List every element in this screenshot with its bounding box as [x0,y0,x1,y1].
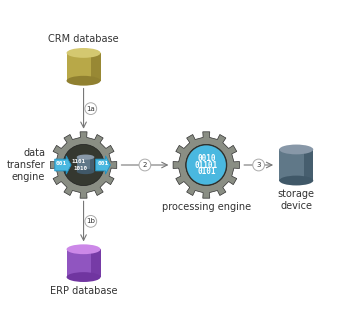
Polygon shape [279,149,313,181]
Text: 1101: 1101 [72,159,86,164]
Circle shape [139,159,151,171]
Circle shape [253,159,265,171]
Ellipse shape [66,76,101,86]
Text: CRM database: CRM database [48,34,119,45]
Circle shape [85,103,97,115]
Polygon shape [91,249,101,277]
Polygon shape [96,156,110,174]
Circle shape [186,145,227,185]
Text: ERP database: ERP database [50,285,117,296]
Polygon shape [77,157,94,172]
Ellipse shape [279,176,313,185]
Circle shape [187,146,226,184]
Text: 1a: 1a [86,106,95,112]
Text: processing engine: processing engine [162,202,251,212]
Text: storage
device: storage device [278,189,315,211]
Text: 0101: 0101 [197,167,216,176]
Text: 2: 2 [143,162,147,168]
Polygon shape [304,149,313,181]
Text: 01101: 01101 [195,160,218,170]
Ellipse shape [66,48,101,58]
Ellipse shape [77,154,94,160]
Polygon shape [89,157,94,172]
Circle shape [85,215,97,227]
Polygon shape [173,132,239,198]
Polygon shape [91,53,101,81]
Polygon shape [55,156,71,174]
Polygon shape [66,53,101,81]
Ellipse shape [66,244,101,254]
Polygon shape [50,132,117,198]
Ellipse shape [66,272,101,282]
Ellipse shape [77,169,94,174]
Text: data
transfer
engine: data transfer engine [7,148,45,182]
Text: 001: 001 [56,161,67,166]
Text: 001: 001 [98,161,109,166]
Text: 1b: 1b [86,218,95,224]
Ellipse shape [279,145,313,154]
Text: 0010: 0010 [197,154,216,163]
Text: 1010: 1010 [73,166,87,171]
Text: 3: 3 [256,162,261,168]
Circle shape [63,145,104,185]
Polygon shape [66,249,101,277]
